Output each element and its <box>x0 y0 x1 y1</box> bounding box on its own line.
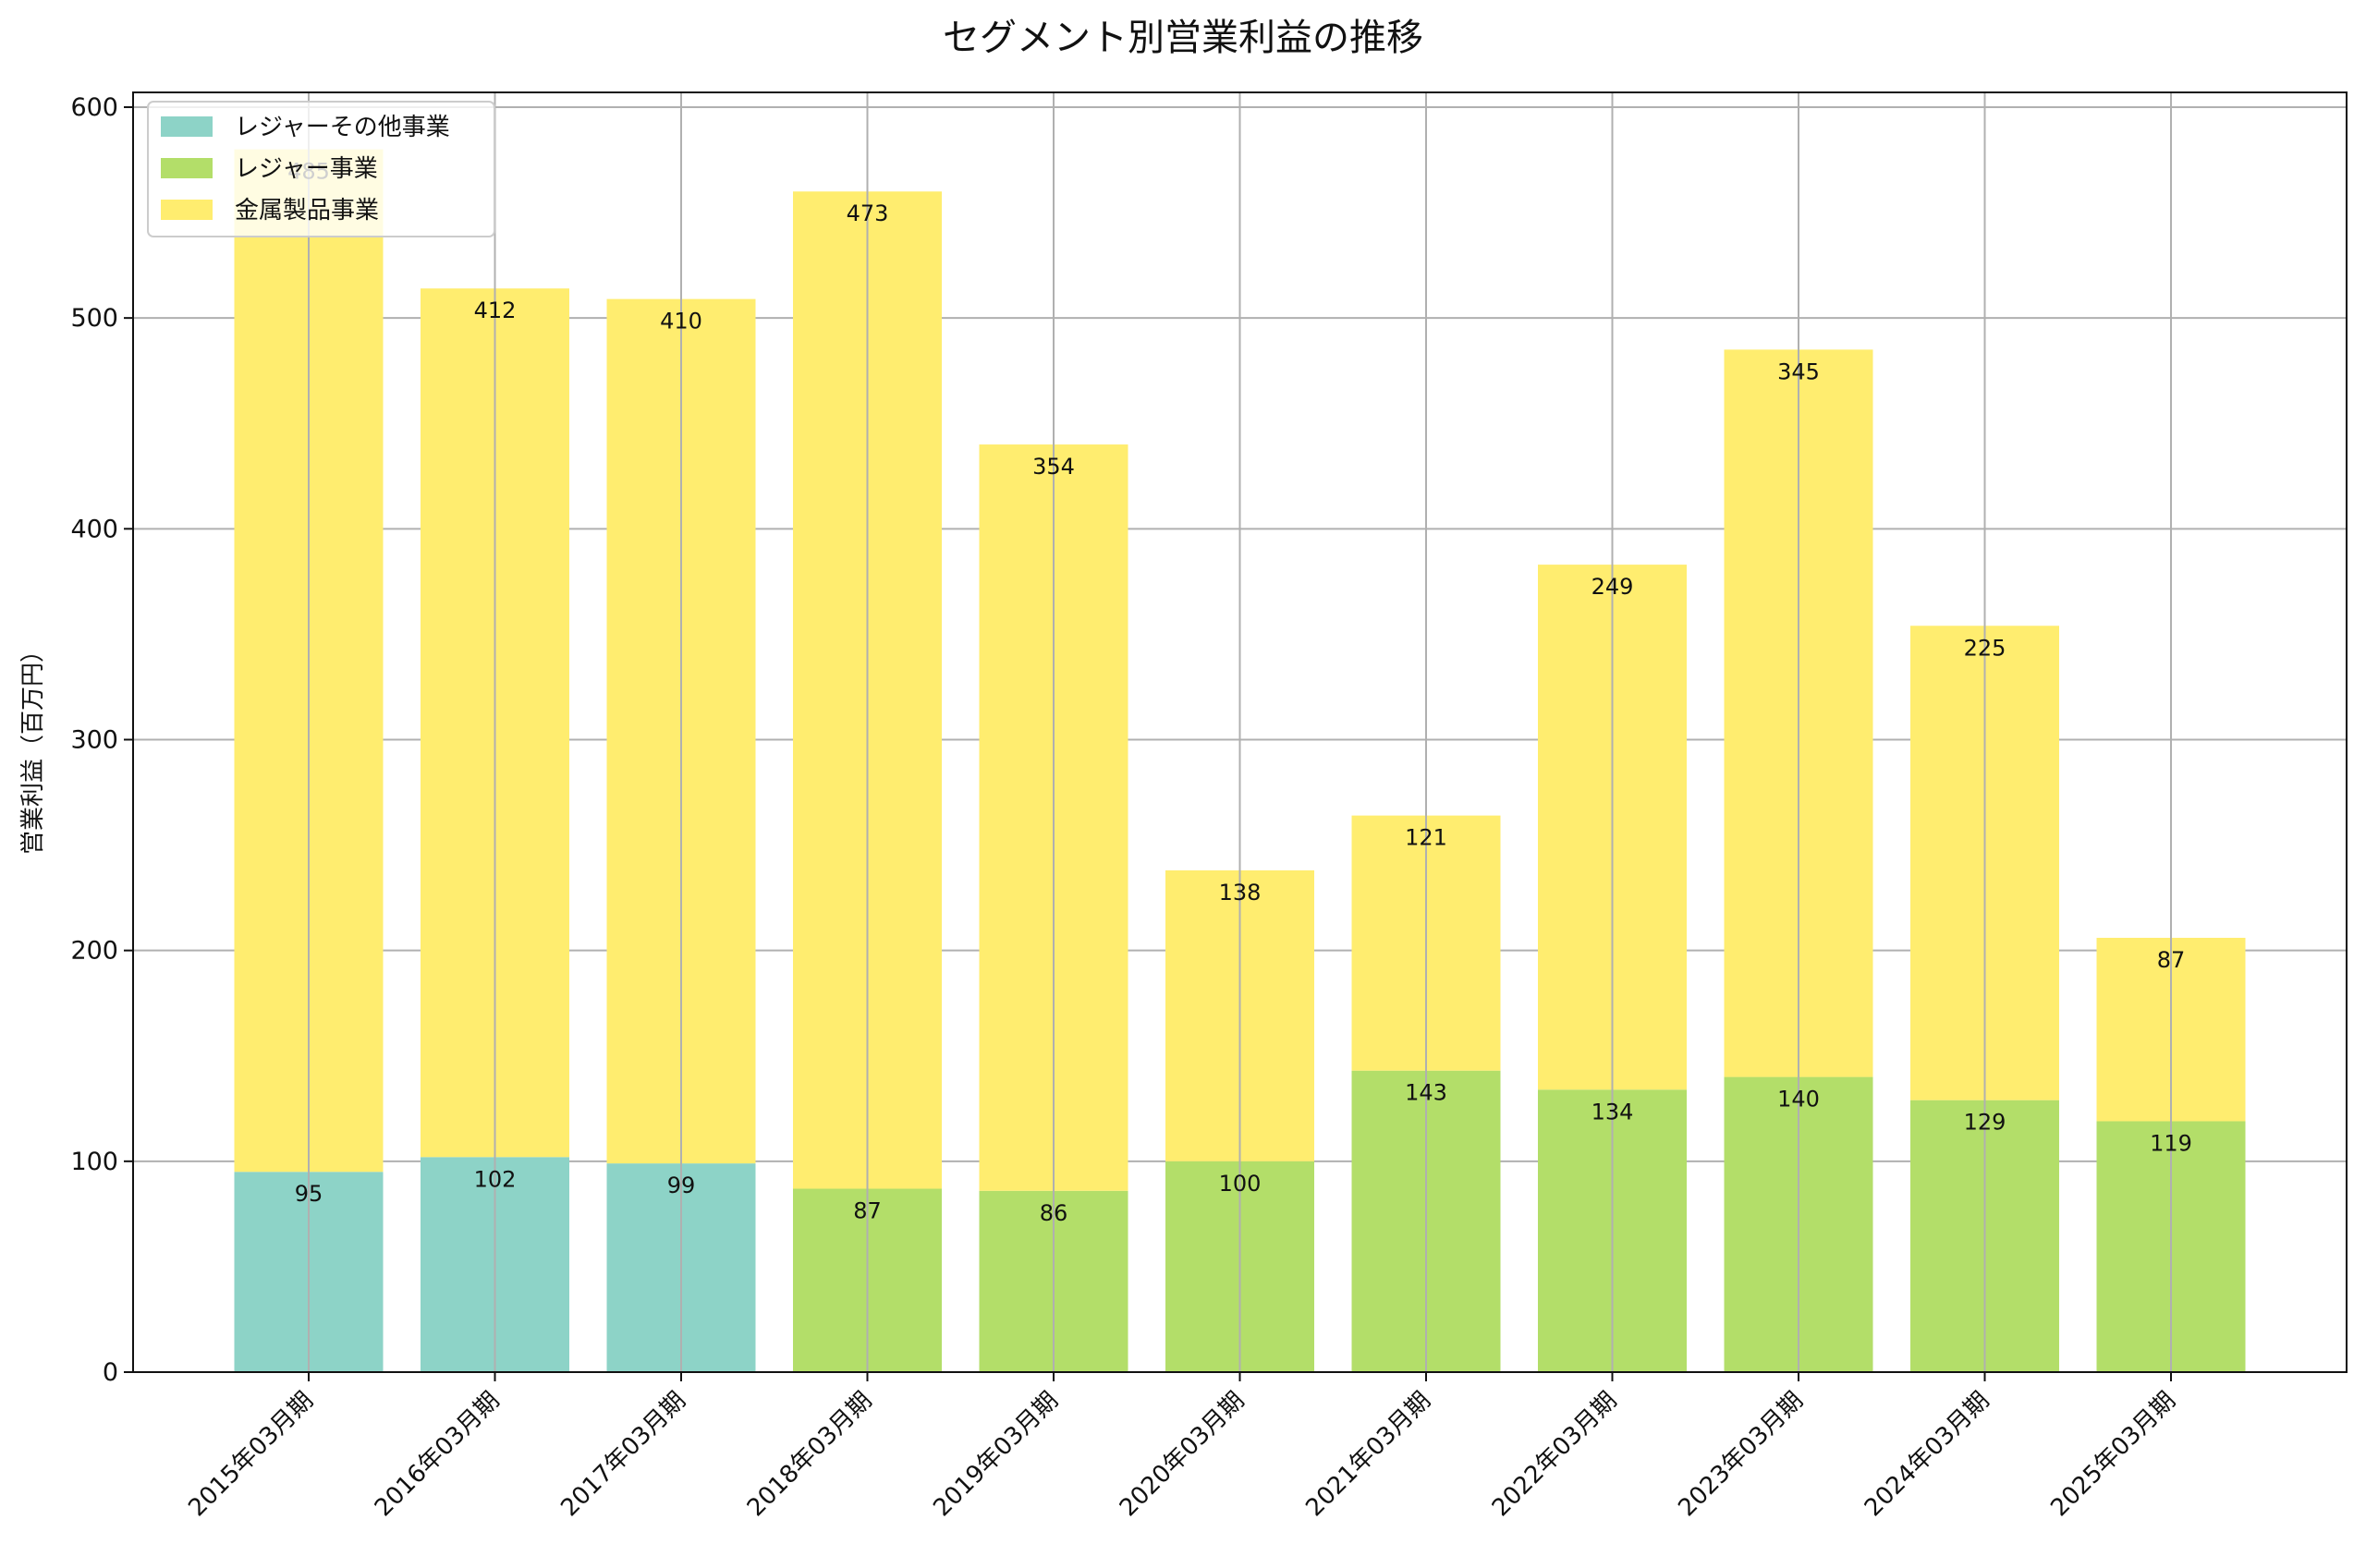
y-tick-label: 200 <box>70 937 118 966</box>
x-tick-label: 2025年03月期 <box>2045 1387 2181 1523</box>
x-tick-label: 2016年03月期 <box>370 1387 506 1523</box>
y-tick-label: 0 <box>103 1358 118 1387</box>
data-label: 87 <box>2157 947 2186 973</box>
x-tick-label: 2019年03月期 <box>928 1387 1064 1523</box>
legend-label: レジャーその他事業 <box>235 114 450 141</box>
data-label: 95 <box>295 1181 323 1207</box>
legend-label: レジャー事業 <box>235 155 378 183</box>
x-tick-label: 2023年03月期 <box>1673 1387 1809 1523</box>
data-label: 412 <box>474 298 517 323</box>
x-tick-label: 2018年03月期 <box>742 1387 878 1523</box>
data-label: 249 <box>1592 574 1634 600</box>
data-label: 119 <box>2150 1130 2192 1156</box>
x-tick-label: 2017年03月期 <box>555 1387 691 1523</box>
data-label: 138 <box>1219 880 1262 906</box>
data-label: 87 <box>853 1197 882 1223</box>
x-tick-label: 2024年03月期 <box>1860 1387 1995 1523</box>
y-tick-label: 300 <box>70 725 118 754</box>
chart-title: セグメント別営業利益の推移 <box>943 17 1423 59</box>
y-tick-label: 600 <box>70 93 118 122</box>
data-label: 143 <box>1405 1080 1447 1106</box>
y-tick-label: 100 <box>70 1148 118 1176</box>
x-axis-ticks: 2015年03月期 2016年03月期 2017年03月期 2018年03月期 2019… <box>183 1372 2181 1522</box>
data-label: 225 <box>1964 635 2006 661</box>
data-label: 345 <box>1777 359 1820 384</box>
data-label: 102 <box>474 1166 517 1192</box>
legend-label: 金属製品事業 <box>235 197 379 225</box>
legend-swatch <box>161 116 213 137</box>
data-label: 354 <box>1032 454 1075 480</box>
x-grid <box>308 92 2172 1372</box>
data-labels: 9548510241299410874738635410013814312113… <box>287 159 2192 1226</box>
x-tick-label: 2021年03月期 <box>1300 1387 1436 1523</box>
data-label: 100 <box>1219 1171 1262 1197</box>
legend-swatch <box>161 200 213 220</box>
data-label: 99 <box>667 1173 696 1198</box>
data-label: 129 <box>1964 1110 2006 1136</box>
data-label: 410 <box>660 309 702 334</box>
legend-swatch <box>161 158 213 178</box>
x-tick-label: 2022年03月期 <box>1487 1387 1623 1523</box>
x-tick-label: 2020年03月期 <box>1115 1387 1250 1523</box>
data-label: 121 <box>1405 825 1447 851</box>
x-tick-label: 2015年03月期 <box>183 1387 319 1523</box>
y-tick-label: 500 <box>70 304 118 333</box>
y-axis-ticks: 0 100 200 300 400 500 600 <box>70 93 133 1387</box>
data-label: 134 <box>1592 1099 1634 1124</box>
data-label: 140 <box>1777 1087 1820 1112</box>
y-tick-label: 400 <box>70 515 118 543</box>
data-label: 473 <box>847 201 889 226</box>
legend-box <box>147 101 495 237</box>
y-axis-label: 営業利益（百万円） <box>19 638 47 855</box>
data-label: 86 <box>1040 1200 1068 1226</box>
